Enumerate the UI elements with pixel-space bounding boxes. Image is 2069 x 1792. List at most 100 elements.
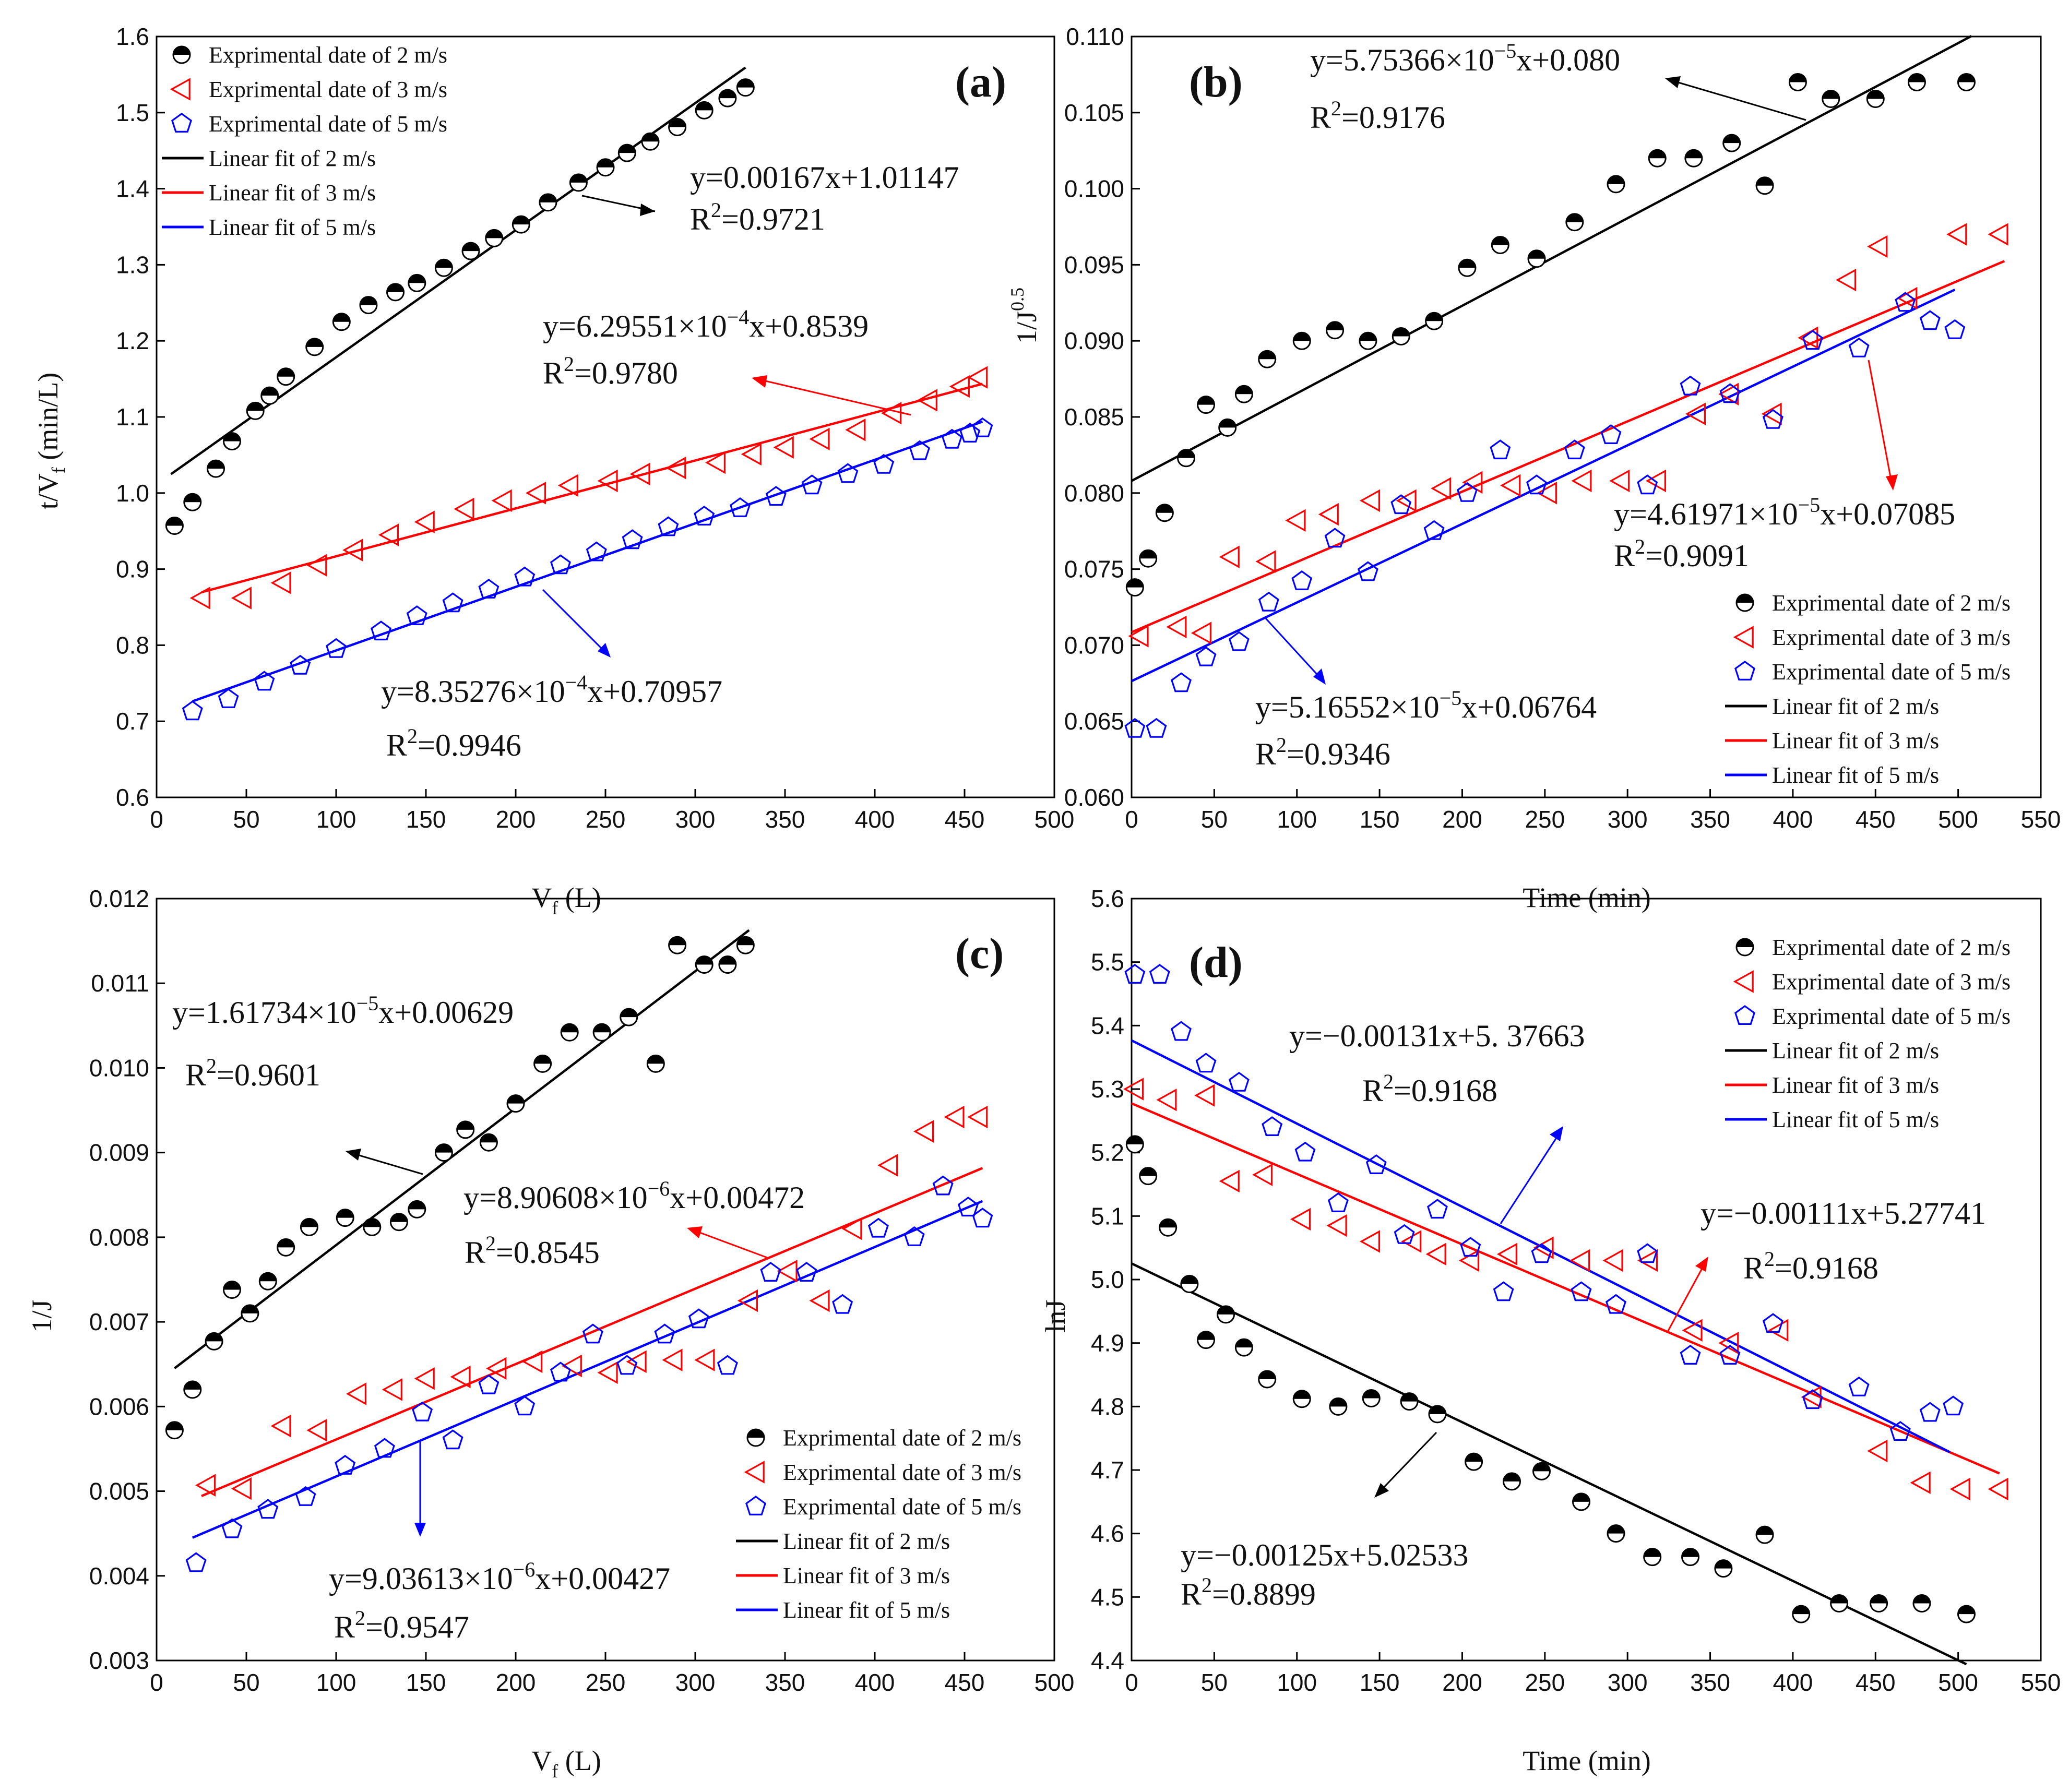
legend-label: Linear fit of 2 m/s	[1772, 694, 1939, 719]
x-tick-label: 200	[496, 806, 536, 833]
data-point	[629, 462, 650, 486]
data-point	[1600, 424, 1622, 445]
x-tick-label: 400	[1773, 1669, 1813, 1696]
data-point	[1988, 223, 2008, 246]
data-point	[1400, 1392, 1419, 1411]
data-point	[730, 497, 751, 517]
legend-marker	[745, 1496, 766, 1515]
data-point	[346, 1382, 367, 1405]
data-point	[944, 1105, 965, 1129]
y-tick-label: 0.010	[89, 1054, 149, 1081]
data-point	[1536, 482, 1557, 505]
svg-text:y=0.00167x+1.01147: y=0.00167x+1.01147	[690, 160, 959, 195]
y-tick-label: 1.6	[116, 23, 149, 50]
y-tick-label: 1.1	[116, 403, 149, 431]
data-point	[414, 1367, 435, 1390]
fit-line-5ms	[1131, 1039, 1951, 1453]
legend-entry: Exprimental date of 5 m/s	[171, 111, 447, 137]
data-point	[841, 1217, 862, 1240]
x-tick-label: 0	[1125, 806, 1138, 833]
fit-line-3ms	[1131, 260, 2005, 634]
data-point	[1919, 310, 1941, 330]
x-tick-label: 200	[1442, 806, 1482, 833]
data-point	[1390, 494, 1412, 515]
x-tick-label: 350	[765, 1669, 805, 1696]
y-tick-label: 4.7	[1091, 1456, 1124, 1484]
y-tick-label: 0.065	[1064, 708, 1124, 735]
data-point	[909, 440, 930, 460]
legend-marker	[1733, 970, 1754, 993]
annotation-b-2ms: y=5.75366×10−5x+0.080 R2=0.9176	[1310, 39, 1806, 135]
data-point	[332, 313, 351, 331]
data-point	[736, 78, 755, 97]
data-point	[1685, 402, 1706, 425]
data-point	[837, 463, 859, 483]
y-tick-label: 5.5	[1091, 949, 1124, 976]
data-point	[1609, 469, 1630, 493]
y-tick-label: 0.8	[116, 631, 149, 659]
y-axis-title-b: 1/J0.5	[1007, 288, 1042, 344]
data-point	[1564, 439, 1585, 460]
data-point	[478, 579, 500, 599]
data-point	[222, 432, 241, 451]
data-point	[1146, 718, 1167, 738]
data-point	[221, 1518, 243, 1538]
legend-marker	[1734, 1005, 1755, 1025]
data-point	[1531, 1243, 1552, 1263]
y-tick-label: 0.080	[1064, 480, 1124, 507]
data-point	[801, 474, 823, 495]
data-point	[1318, 503, 1339, 526]
svg-text:R2=0.8545: R2=0.8545	[465, 1232, 600, 1270]
x-tick-label: 350	[1690, 806, 1730, 833]
data-point	[1830, 1594, 1849, 1612]
data-point	[479, 1133, 498, 1152]
series-3ms	[195, 1105, 988, 1500]
annotation-d-5ms: y=−0.00131x+5. 37663 R2=0.9168	[1289, 1019, 1585, 1224]
data-point	[1234, 1338, 1253, 1357]
legend-entry: Linear fit of 2 m/s	[1725, 694, 1939, 719]
data-point	[586, 541, 607, 562]
data-point	[967, 366, 988, 389]
legend-entry: Linear fit of 5 m/s	[736, 1597, 950, 1623]
y-tick-label: 0.085	[1064, 403, 1124, 431]
data-point	[246, 401, 265, 420]
y-tick-label: 0.060	[1064, 784, 1124, 811]
x-tick-label: 50	[233, 806, 259, 833]
data-point	[183, 1380, 202, 1399]
fit-line-2ms	[174, 929, 750, 1369]
legend-label: Linear fit of 5 m/s	[1772, 762, 1939, 788]
data-point	[1684, 149, 1703, 168]
data-point	[765, 486, 787, 506]
legend-entry: Linear fit of 3 m/s	[1725, 1072, 1939, 1098]
svg-text:R2=0.9176: R2=0.9176	[1310, 97, 1445, 135]
data-point	[222, 1280, 241, 1299]
y-tick-label: 0.090	[1064, 327, 1124, 354]
annotation-c-2ms: y=1.61734×10−5x+0.00629 R2=0.9601	[172, 991, 514, 1175]
data-point	[1792, 1605, 1811, 1623]
x-tick-label: 450	[945, 806, 985, 833]
data-point	[694, 1348, 715, 1371]
data-point	[1944, 319, 1966, 339]
data-point	[668, 936, 687, 954]
data-point	[1637, 1249, 1658, 1272]
data-point	[306, 1419, 327, 1442]
data-point	[1195, 646, 1217, 666]
y-tick-label: 0.075	[1064, 556, 1124, 583]
data-point	[1496, 1243, 1517, 1266]
data-point	[662, 1348, 683, 1371]
data-point	[374, 1438, 395, 1458]
data-point	[1362, 1389, 1381, 1408]
y-tick-label: 5.6	[1091, 885, 1124, 912]
data-point	[1427, 1199, 1448, 1219]
data-point	[773, 436, 794, 459]
data-point	[1527, 249, 1546, 268]
annotation-d-2ms: y=−0.00125x+5.02533 R2=0.8899	[1181, 1431, 1469, 1611]
data-point	[1139, 1167, 1158, 1186]
data-point	[382, 1378, 402, 1401]
plot-c: 0 50 100 150 200 250 300 350 400 450 500 0.003 0.004…	[89, 885, 1075, 1696]
data-point	[506, 1094, 525, 1113]
data-point	[622, 529, 643, 549]
legend-a: Exprimental date of 2 m/s Exprimental dat…	[162, 42, 447, 240]
fit-line-3ms	[1131, 1102, 2000, 1475]
data-point	[456, 1120, 475, 1139]
